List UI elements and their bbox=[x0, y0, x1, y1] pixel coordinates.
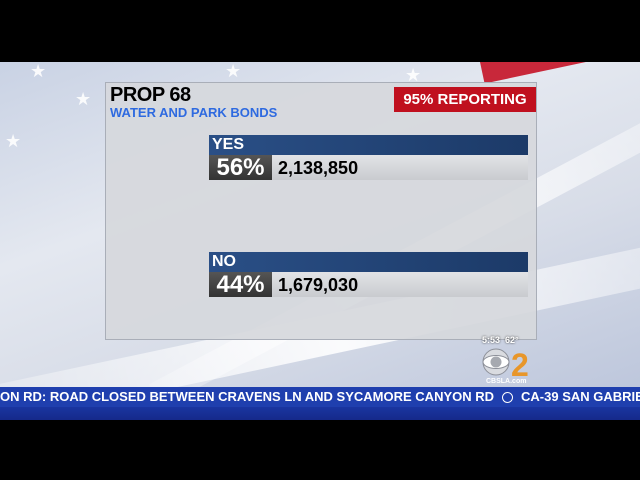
ticker-item: CA-39 SAN GABRIEL CANY bbox=[521, 389, 640, 404]
cbs-eye-icon bbox=[502, 392, 514, 404]
result-yes: YES 56% 2,138,850 bbox=[209, 135, 528, 180]
star-icon: ★ bbox=[30, 62, 47, 81]
reporting-badge: 95% REPORTING bbox=[394, 87, 536, 112]
result-votes: 1,679,030 bbox=[278, 274, 359, 295]
result-label: NO bbox=[209, 252, 528, 272]
result-label: YES bbox=[209, 135, 528, 155]
star-icon: ★ bbox=[75, 89, 92, 109]
ticker-item: ON RD: ROAD CLOSED BETWEEN CRAVENS LN AN… bbox=[0, 389, 495, 404]
channel-number: 2 bbox=[511, 347, 529, 378]
star-icon: ★ bbox=[225, 62, 242, 81]
ticker-lower-band bbox=[0, 407, 640, 420]
result-percent: 56% bbox=[209, 155, 272, 180]
star-icon: ★ bbox=[5, 131, 22, 151]
flag-red-stripe bbox=[480, 62, 640, 84]
temperature: 62° bbox=[505, 335, 519, 345]
star-icon: ★ bbox=[405, 65, 422, 85]
results-panel: PROP 68 WATER AND PARK BONDS 95% REPORTI… bbox=[105, 82, 537, 340]
proposition-subtitle: WATER AND PARK BONDS bbox=[110, 105, 278, 120]
time-temperature: 5:53 62° bbox=[482, 335, 519, 345]
result-percent: 44% bbox=[209, 272, 272, 297]
proposition-title: PROP 68 bbox=[110, 84, 191, 106]
station-website: CBSLA.com bbox=[486, 378, 527, 385]
result-no: NO 44% 1,679,030 bbox=[209, 252, 528, 297]
time: 5:53 bbox=[482, 335, 501, 345]
result-votes: 2,138,850 bbox=[278, 157, 359, 178]
news-ticker: ON RD: ROAD CLOSED BETWEEN CRAVENS LN AN… bbox=[0, 387, 640, 407]
cbs2-logo: 2 bbox=[482, 347, 529, 378]
